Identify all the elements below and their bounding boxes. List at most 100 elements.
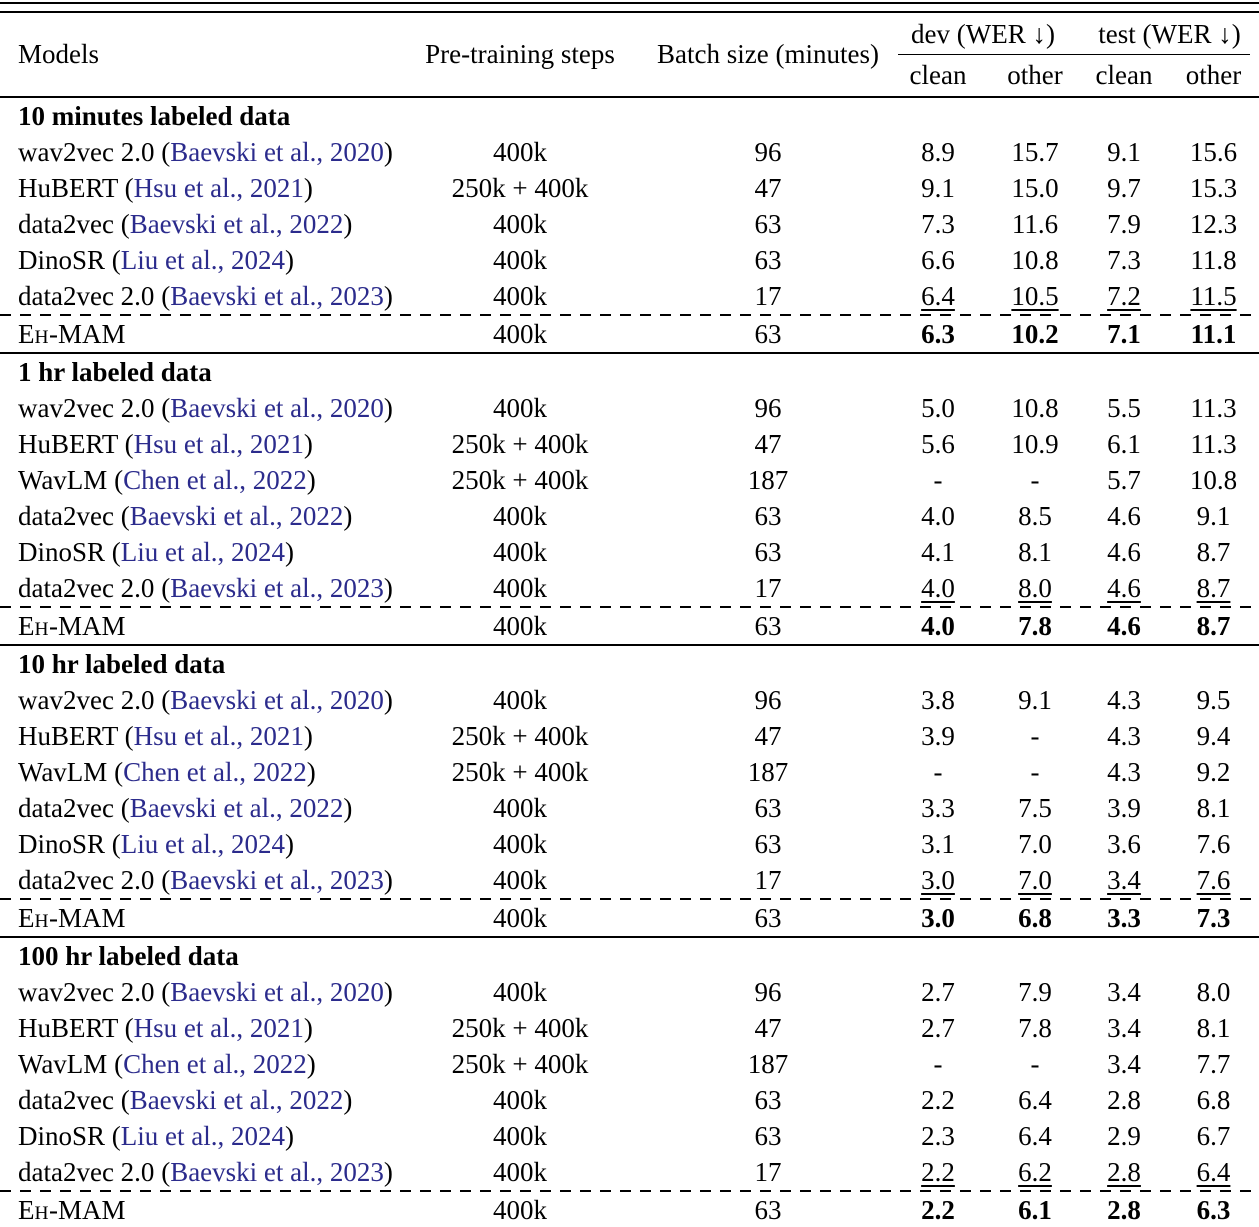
batch-size-cell: 63: [754, 244, 782, 275]
pretraining-steps-cell: 250k + 400k: [451, 464, 589, 495]
pretraining-steps-cell: 400k: [493, 828, 547, 859]
wer-cell: 11.1: [1190, 318, 1237, 349]
wer-cell: 6.6: [921, 244, 955, 275]
wer-cell: 2.7: [921, 976, 955, 1007]
col-header-models: Models: [18, 39, 99, 70]
wer-cell: 8.1: [1196, 1012, 1231, 1043]
wer-cell: -: [933, 464, 943, 495]
table-header: Models Pre-training steps Batch size (mi…: [0, 13, 1259, 99]
citation-link[interactable]: Hsu et al., 2021: [133, 720, 304, 751]
batch-size-cell: 63: [754, 1120, 782, 1151]
wer-cell: 3.4: [1107, 976, 1141, 1007]
wer-cell: 15.6: [1189, 136, 1238, 167]
model-cell: WavLM (Chen et al., 2022): [18, 1048, 316, 1079]
wer-cell: 2.9: [1107, 1120, 1141, 1151]
wer-cell: 9.4: [1196, 720, 1231, 751]
wer-cell: 6.4: [1196, 1156, 1231, 1187]
wer-cell: 4.6: [1107, 536, 1141, 567]
citation-link[interactable]: Baevski et al., 2020: [170, 976, 384, 1007]
model-cell: DinoSR (Liu et al., 2024): [18, 828, 294, 859]
pretraining-steps-cell: 400k: [493, 318, 547, 349]
pretraining-steps-cell: 250k + 400k: [451, 428, 589, 459]
model-cell: EH-MAM: [18, 1194, 126, 1225]
wer-cell: 15.0: [1011, 172, 1059, 203]
table-row: wav2vec 2.0 (Baevski et al., 2020) 400k 96…: [0, 682, 1259, 718]
wer-cell: 3.4: [1107, 1012, 1141, 1043]
table-row: HuBERT (Hsu et al., 2021) 250k + 400k 47 3.…: [0, 718, 1259, 754]
citation-link[interactable]: Baevski et al., 2020: [170, 392, 384, 423]
citation-link[interactable]: Baevski et al., 2023: [170, 1156, 384, 1187]
citation-link[interactable]: Baevski et al., 2022: [129, 500, 344, 531]
wer-cell: 10.8: [1011, 244, 1059, 275]
batch-size-cell: 187: [747, 1048, 789, 1079]
table-row: wav2vec 2.0 (Baevski et al., 2020) 400k 96…: [0, 134, 1259, 170]
wer-cell: 4.0: [921, 500, 955, 531]
dashed-divider: [0, 1190, 1259, 1193]
wer-cell: 9.7: [1107, 172, 1141, 203]
table-row: data2vec (Baevski et al., 2022) 400k 63 3.3…: [0, 790, 1259, 826]
batch-size-cell: 17: [754, 572, 782, 603]
wer-cell: -: [1030, 720, 1040, 751]
table-row: HuBERT (Hsu et al., 2021) 250k + 400k 47 5.…: [0, 426, 1259, 462]
citation-link[interactable]: Baevski et al., 2023: [170, 572, 384, 603]
wer-cell: 4.6: [1107, 610, 1141, 641]
wer-cell: 3.6: [1107, 828, 1141, 859]
wer-cell: 7.7: [1196, 1048, 1231, 1079]
model-cell: DinoSR (Liu et al., 2024): [18, 1120, 294, 1151]
wer-cell: 4.1: [921, 536, 955, 567]
citation-link[interactable]: Chen et al., 2022: [123, 464, 307, 495]
wer-cell: 3.4: [1107, 1048, 1141, 1079]
wer-cell: 11.6: [1011, 208, 1059, 239]
wer-cell: 6.1: [1018, 1194, 1052, 1225]
citation-link[interactable]: Baevski et al., 2022: [129, 1084, 344, 1115]
citation-link[interactable]: Hsu et al., 2021: [133, 428, 304, 459]
citation-link[interactable]: Hsu et al., 2021: [133, 172, 304, 203]
wer-cell: 8.1: [1196, 792, 1231, 823]
citation-link[interactable]: Liu et al., 2024: [120, 244, 285, 275]
wer-cell: 8.0: [1196, 976, 1231, 1007]
pretraining-steps-cell: 250k + 400k: [451, 720, 589, 751]
table-row: HuBERT (Hsu et al., 2021) 250k + 400k 47 9.…: [0, 170, 1259, 206]
model-cell: data2vec 2.0 (Baevski et al., 2023): [18, 864, 393, 895]
batch-size-cell: 63: [754, 1084, 782, 1115]
wer-cell: 2.2: [921, 1194, 955, 1225]
table-row: DinoSR (Liu et al., 2024) 400k 63 6.6 10.8 7.…: [0, 242, 1259, 278]
table-row: data2vec 2.0 (Baevski et al., 2023) 400k 1…: [0, 1154, 1259, 1190]
dashed-divider: [0, 898, 1259, 901]
citation-link[interactable]: Baevski et al., 2023: [170, 864, 384, 895]
pretraining-steps-cell: 400k: [493, 902, 547, 933]
wer-cell: 15.3: [1189, 172, 1238, 203]
table-row: data2vec (Baevski et al., 2022) 400k 63 2.2…: [0, 1082, 1259, 1118]
model-cell: EH-MAM: [18, 902, 126, 933]
batch-size-cell: 63: [754, 828, 782, 859]
citation-link[interactable]: Baevski et al., 2020: [170, 684, 384, 715]
wer-cell: 7.3: [1107, 244, 1141, 275]
group-header-test-wer: test (WER ↓): [1098, 18, 1241, 49]
citation-link[interactable]: Liu et al., 2024: [120, 536, 285, 567]
batch-size-cell: 187: [747, 464, 789, 495]
wer-cell: 7.0: [1018, 864, 1052, 895]
wer-cell: 2.8: [1107, 1156, 1141, 1187]
citation-link[interactable]: Baevski et al., 2020: [170, 136, 384, 167]
model-cell: wav2vec 2.0 (Baevski et al., 2020): [18, 976, 393, 1007]
table-row: WavLM (Chen et al., 2022) 250k + 400k 187 -…: [0, 754, 1259, 790]
wer-cell: 6.4: [1018, 1120, 1052, 1151]
citation-link[interactable]: Chen et al., 2022: [123, 756, 307, 787]
citation-link[interactable]: Baevski et al., 2023: [170, 280, 384, 311]
pretraining-steps-cell: 400k: [493, 684, 547, 715]
top-rule-outer: [0, 2, 1259, 5]
pretraining-steps-cell: 400k: [493, 500, 547, 531]
wer-cell: 3.0: [921, 902, 955, 933]
wer-cell: 3.1: [921, 828, 955, 859]
batch-size-cell: 63: [754, 1194, 782, 1225]
citation-link[interactable]: Liu et al., 2024: [120, 1120, 285, 1151]
wer-cell: 5.0: [921, 392, 955, 423]
wer-cell: 8.7: [1196, 536, 1231, 567]
model-cell: DinoSR (Liu et al., 2024): [18, 536, 294, 567]
citation-link[interactable]: Chen et al., 2022: [123, 1048, 307, 1079]
wer-cell: 9.1: [1196, 500, 1231, 531]
citation-link[interactable]: Hsu et al., 2021: [133, 1012, 304, 1043]
citation-link[interactable]: Baevski et al., 2022: [129, 208, 344, 239]
citation-link[interactable]: Baevski et al., 2022: [129, 792, 344, 823]
citation-link[interactable]: Liu et al., 2024: [120, 828, 285, 859]
